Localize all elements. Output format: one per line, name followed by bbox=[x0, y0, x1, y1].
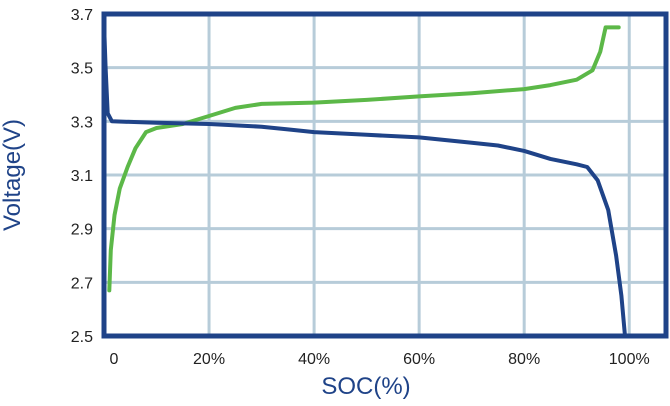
x-tick-label: 80% bbox=[508, 351, 540, 368]
y-tick-label: 3.5 bbox=[71, 61, 93, 78]
x-tick-label: 0 bbox=[110, 351, 119, 368]
x-tick-label: 100% bbox=[609, 351, 650, 368]
plot-frame bbox=[101, 11, 669, 339]
y-tick-label: 3.7 bbox=[71, 7, 93, 24]
y-tick-label: 3.1 bbox=[71, 168, 93, 185]
x-tick-labels: 0 20% 40% 60% 80% 100% bbox=[110, 351, 650, 368]
series-line-1 bbox=[107, 25, 621, 293]
series-line-2 bbox=[102, 20, 627, 338]
x-tick-label: 40% bbox=[298, 351, 330, 368]
y-tick-label: 2.9 bbox=[71, 222, 93, 239]
x-tick-label: 20% bbox=[193, 351, 225, 368]
y-tick-label: 2.7 bbox=[71, 275, 93, 292]
grid-lines bbox=[104, 14, 666, 336]
y-tick-labels: 2.5 2.7 2.9 3.1 3.3 3.5 3.7 bbox=[71, 7, 93, 346]
series-layer bbox=[102, 20, 627, 338]
x-tick-label: 60% bbox=[403, 351, 435, 368]
y-axis-label: Voltage(V) bbox=[0, 119, 26, 231]
x-axis-label: SOC(%) bbox=[321, 373, 410, 400]
y-tick-label: 2.5 bbox=[71, 329, 93, 346]
y-tick-label: 3.3 bbox=[71, 114, 93, 131]
